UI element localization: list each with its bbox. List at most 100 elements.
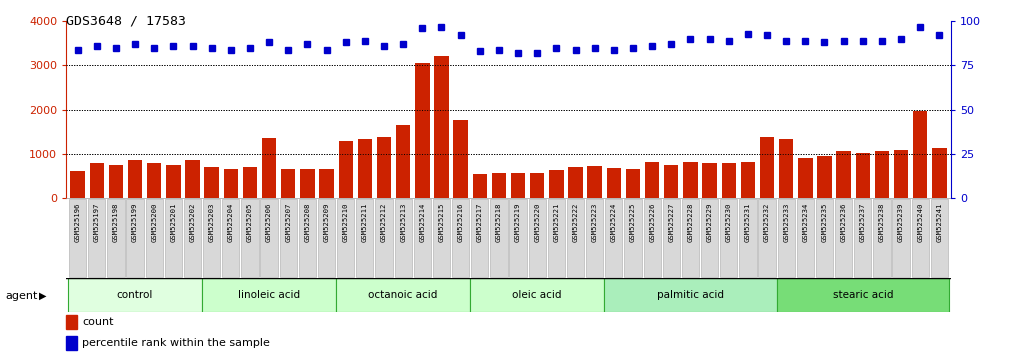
Bar bbox=[109, 165, 123, 198]
Bar bbox=[69, 199, 86, 277]
Bar bbox=[452, 199, 469, 277]
Text: GSM525197: GSM525197 bbox=[94, 202, 100, 241]
Bar bbox=[604, 278, 777, 312]
Bar bbox=[720, 199, 737, 277]
Bar bbox=[624, 199, 642, 277]
Bar bbox=[70, 171, 84, 198]
Bar bbox=[88, 199, 106, 277]
Bar bbox=[759, 199, 776, 277]
Bar bbox=[779, 138, 793, 198]
Bar bbox=[68, 278, 202, 312]
Text: GSM525217: GSM525217 bbox=[477, 202, 483, 241]
Bar bbox=[260, 199, 278, 277]
Text: GSM525209: GSM525209 bbox=[323, 202, 330, 241]
Bar bbox=[281, 170, 296, 198]
Bar bbox=[492, 173, 506, 198]
Bar bbox=[529, 199, 546, 277]
Text: GSM525196: GSM525196 bbox=[74, 202, 80, 241]
Bar bbox=[470, 278, 604, 312]
Bar bbox=[66, 336, 76, 350]
Bar bbox=[816, 199, 833, 277]
Text: stearic acid: stearic acid bbox=[833, 290, 893, 300]
Text: GSM525235: GSM525235 bbox=[822, 202, 828, 241]
Bar bbox=[471, 199, 488, 277]
Text: GSM525238: GSM525238 bbox=[879, 202, 885, 241]
Bar bbox=[855, 153, 870, 198]
Bar bbox=[243, 167, 257, 198]
Text: count: count bbox=[82, 317, 114, 327]
Bar bbox=[375, 199, 393, 277]
Text: GSM525228: GSM525228 bbox=[687, 202, 694, 241]
Text: GSM525211: GSM525211 bbox=[362, 202, 368, 241]
Bar bbox=[740, 162, 755, 198]
Bar bbox=[625, 169, 640, 198]
Bar bbox=[894, 150, 908, 198]
Text: GSM525202: GSM525202 bbox=[189, 202, 195, 241]
Bar bbox=[415, 63, 429, 198]
Bar bbox=[203, 199, 221, 277]
Text: GSM525200: GSM525200 bbox=[152, 202, 158, 241]
Bar bbox=[681, 199, 699, 277]
Text: octanoic acid: octanoic acid bbox=[368, 290, 438, 300]
Text: GSM525230: GSM525230 bbox=[726, 202, 732, 241]
Text: linoleic acid: linoleic acid bbox=[238, 290, 300, 300]
Bar bbox=[473, 175, 487, 198]
Bar bbox=[569, 167, 583, 198]
Text: agent: agent bbox=[5, 291, 38, 301]
Text: GSM525206: GSM525206 bbox=[266, 202, 273, 241]
Text: GSM525216: GSM525216 bbox=[458, 202, 464, 241]
Bar bbox=[89, 163, 104, 198]
Bar bbox=[664, 165, 678, 198]
Bar bbox=[645, 162, 659, 198]
Text: GSM525239: GSM525239 bbox=[898, 202, 904, 241]
Bar bbox=[395, 199, 412, 277]
Bar bbox=[356, 199, 373, 277]
Text: control: control bbox=[117, 290, 154, 300]
Text: GSM525222: GSM525222 bbox=[573, 202, 579, 241]
Text: ▶: ▶ bbox=[39, 291, 46, 301]
Bar bbox=[300, 169, 314, 198]
Bar bbox=[893, 199, 910, 277]
Text: GSM525232: GSM525232 bbox=[764, 202, 770, 241]
Bar bbox=[396, 125, 410, 198]
Bar bbox=[185, 160, 199, 198]
Bar bbox=[931, 199, 948, 277]
Bar bbox=[588, 166, 602, 198]
Bar bbox=[510, 199, 527, 277]
Text: GSM525229: GSM525229 bbox=[707, 202, 713, 241]
Bar bbox=[605, 199, 622, 277]
Bar bbox=[607, 168, 621, 198]
Bar bbox=[701, 199, 718, 277]
Text: GSM525220: GSM525220 bbox=[534, 202, 540, 241]
Bar bbox=[66, 315, 76, 329]
Text: palmitic acid: palmitic acid bbox=[657, 290, 724, 300]
Bar bbox=[796, 199, 814, 277]
Text: GSM525213: GSM525213 bbox=[400, 202, 406, 241]
Bar bbox=[377, 137, 392, 198]
Text: GSM525219: GSM525219 bbox=[515, 202, 521, 241]
Bar bbox=[835, 199, 852, 277]
Text: GSM525240: GSM525240 bbox=[917, 202, 923, 241]
Bar bbox=[854, 199, 872, 277]
Bar bbox=[549, 170, 563, 198]
Bar bbox=[433, 199, 451, 277]
Bar bbox=[548, 199, 565, 277]
Text: GSM525204: GSM525204 bbox=[228, 202, 234, 241]
Text: GSM525205: GSM525205 bbox=[247, 202, 253, 241]
Text: GSM525225: GSM525225 bbox=[630, 202, 636, 241]
Bar bbox=[586, 199, 603, 277]
Text: GSM525221: GSM525221 bbox=[553, 202, 559, 241]
Bar bbox=[358, 138, 372, 198]
Text: GSM525210: GSM525210 bbox=[343, 202, 349, 241]
Text: GSM525231: GSM525231 bbox=[744, 202, 751, 241]
Bar bbox=[683, 162, 698, 198]
Bar bbox=[202, 278, 337, 312]
Bar bbox=[414, 199, 431, 277]
Text: GSM525201: GSM525201 bbox=[171, 202, 176, 241]
Bar bbox=[490, 199, 507, 277]
Bar bbox=[874, 199, 891, 277]
Bar bbox=[107, 199, 124, 277]
Bar bbox=[241, 199, 258, 277]
Text: GSM525212: GSM525212 bbox=[381, 202, 387, 241]
Bar bbox=[663, 199, 680, 277]
